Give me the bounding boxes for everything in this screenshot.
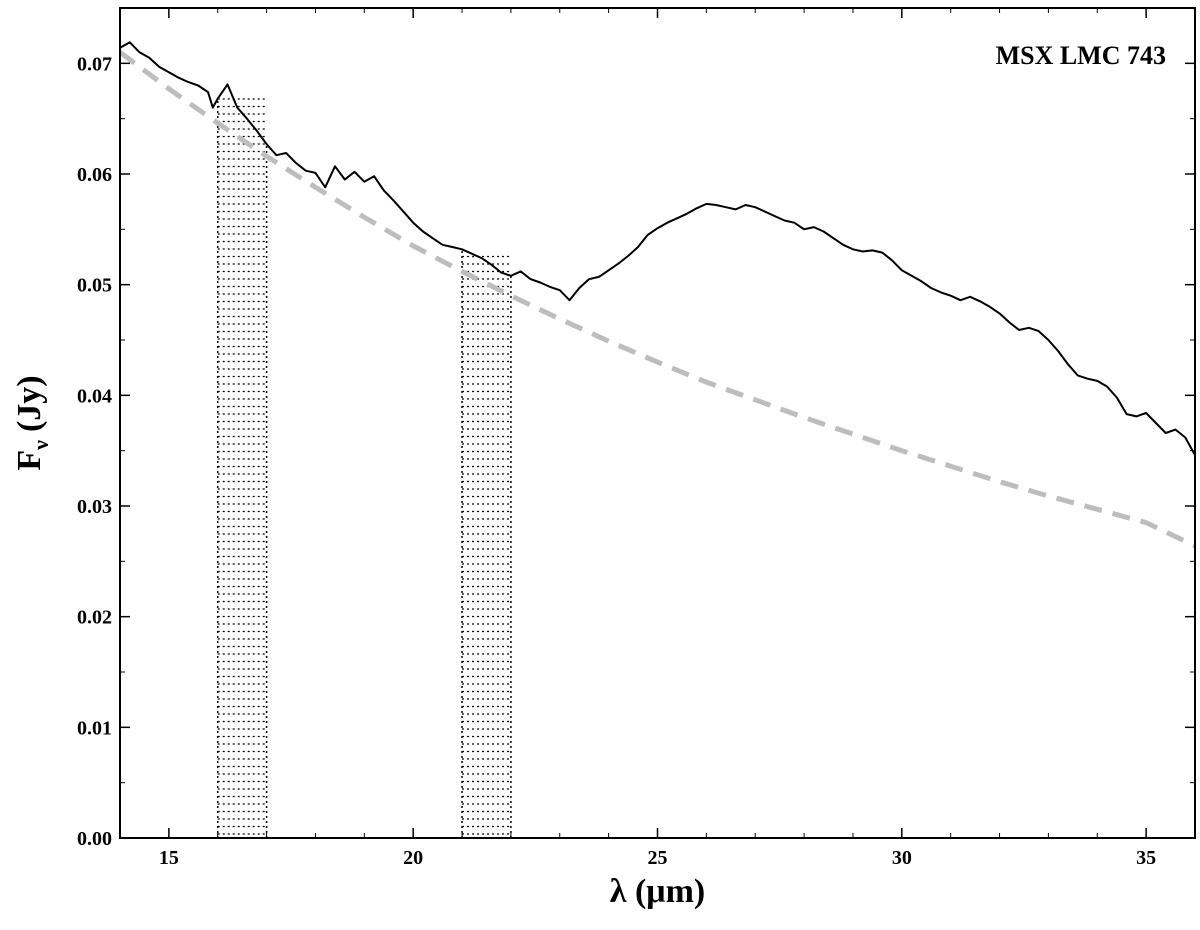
y-axis-title-sub: ν xyxy=(28,440,53,451)
x-tick-label: 35 xyxy=(1136,847,1156,869)
x-tick-label: 30 xyxy=(892,847,912,869)
x-tick-label: 20 xyxy=(403,847,423,869)
plot-frame xyxy=(119,7,1196,839)
x-axis: 15 20 25 30 35 xyxy=(119,8,1196,869)
y-tick-label: 0.03 xyxy=(77,496,112,518)
shaded-regions xyxy=(216,98,512,838)
x-axis-title: λ (μm) xyxy=(610,873,705,910)
y-axis: 0.00 0.01 0.02 0.03 0.04 0.05 0.06 0.07 xyxy=(77,53,1195,850)
continuum-line xyxy=(120,50,1195,549)
shaded-region-1 xyxy=(216,98,268,838)
y-axis-title: Fν (Jy) xyxy=(11,375,53,470)
annotation-label: MSX LMC 743 xyxy=(996,41,1166,70)
x-tick-label: 15 xyxy=(159,847,179,869)
series-layer xyxy=(120,41,1195,549)
spectrum-line xyxy=(120,41,1195,456)
y-axis-title-unit: (Jy) xyxy=(11,375,48,432)
y-axis-title-main: F xyxy=(11,450,48,471)
y-tick-label: 0.05 xyxy=(77,275,112,297)
y-tick-label: 0.04 xyxy=(77,385,112,407)
shaded-region-2 xyxy=(461,249,512,838)
y-tick-label: 0.07 xyxy=(77,53,112,75)
y-tick-label: 0.02 xyxy=(77,607,112,629)
y-tick-label: 0.00 xyxy=(77,828,112,850)
y-tick-label: 0.06 xyxy=(77,164,112,186)
x-tick-label: 25 xyxy=(648,847,668,869)
y-tick-label: 0.01 xyxy=(77,717,112,739)
